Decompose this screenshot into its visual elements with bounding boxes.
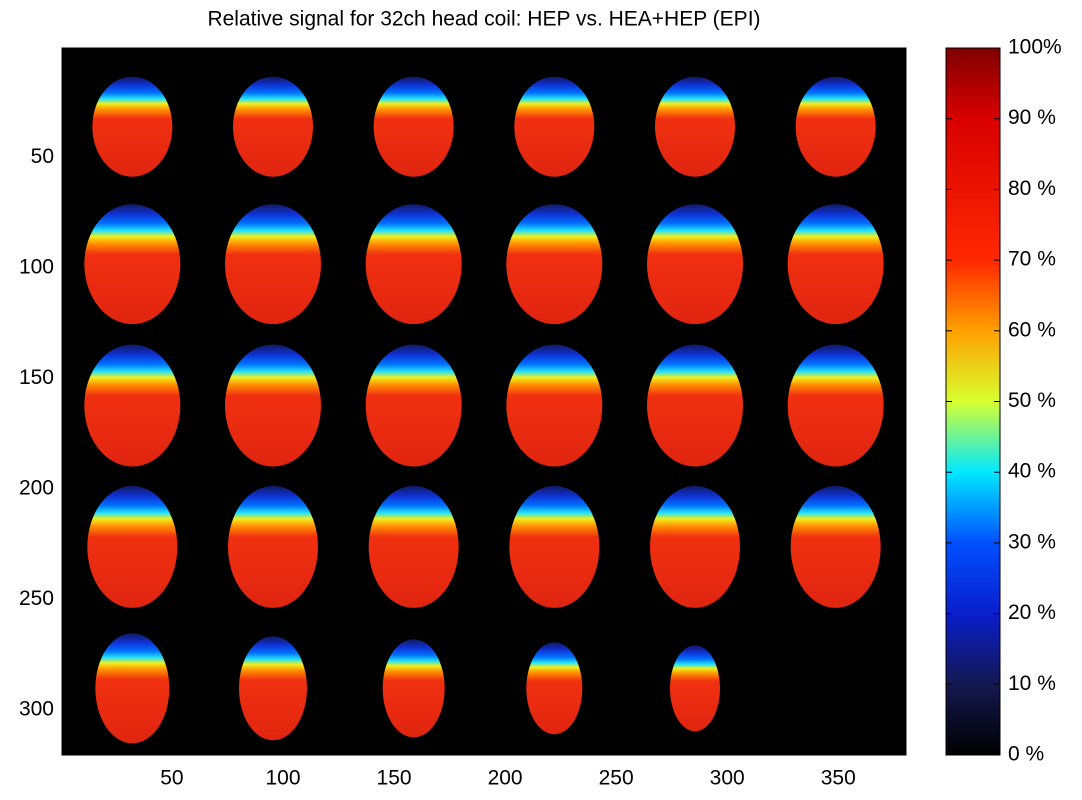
brain-slice bbox=[373, 76, 454, 177]
colorbar-tick-label: 100% bbox=[1008, 36, 1062, 59]
brain-slice bbox=[795, 76, 876, 177]
x-tick-label: 150 bbox=[377, 767, 412, 790]
brain-slice bbox=[368, 485, 459, 608]
brain-slice bbox=[647, 344, 743, 467]
brain-slice bbox=[787, 344, 884, 467]
brain-slice bbox=[84, 204, 181, 325]
slice-mosaic bbox=[84, 76, 884, 744]
colorbar-tick-label: 10 % bbox=[1008, 672, 1056, 695]
brain-slice bbox=[514, 76, 595, 177]
colorbar-tick-label: 30 % bbox=[1008, 530, 1056, 553]
y-tick-label: 150 bbox=[19, 366, 54, 389]
brain-slice bbox=[92, 76, 173, 177]
y-tick-label: 200 bbox=[19, 476, 54, 499]
y-tick-label: 100 bbox=[19, 255, 54, 278]
brain-slice bbox=[509, 485, 600, 608]
brain-slice bbox=[506, 344, 603, 467]
brain-slice bbox=[87, 485, 178, 608]
brain-slice bbox=[365, 344, 462, 467]
brain-slice bbox=[790, 485, 881, 608]
x-tick-label: 250 bbox=[599, 767, 634, 790]
colorbar-tick-label: 80 % bbox=[1008, 177, 1056, 200]
y-tick-label: 250 bbox=[19, 587, 54, 610]
brain-slice bbox=[647, 204, 743, 325]
colorbar-tick-label: 40 % bbox=[1008, 460, 1056, 483]
colorbar bbox=[945, 47, 1001, 756]
colorbar-tick-label: 50 % bbox=[1008, 389, 1056, 412]
brain-slice bbox=[84, 344, 181, 467]
colorbar-tick-label: 70 % bbox=[1008, 248, 1056, 271]
brain-slice bbox=[228, 485, 318, 608]
axes-frame bbox=[61, 47, 907, 756]
x-tick-label: 50 bbox=[160, 767, 183, 790]
brain-slice bbox=[787, 204, 884, 325]
colorbar-tick-label: 60 % bbox=[1008, 318, 1056, 341]
brain-slice bbox=[650, 485, 740, 608]
chart-title: Relative signal for 32ch head coil: HEP … bbox=[207, 8, 760, 31]
image-area bbox=[62, 48, 906, 755]
brain-slice bbox=[233, 76, 313, 177]
colorbar-tick-label: 90 % bbox=[1008, 106, 1056, 129]
x-tick-label: 200 bbox=[488, 767, 523, 790]
y-tick-label: 300 bbox=[19, 697, 54, 720]
colorbar-tick-label: 0 % bbox=[1008, 743, 1044, 766]
brain-slice bbox=[365, 204, 462, 325]
x-tick-label: 300 bbox=[710, 767, 745, 790]
x-tick-label: 350 bbox=[821, 767, 856, 790]
brain-slice bbox=[225, 204, 321, 325]
brain-slice bbox=[526, 642, 583, 735]
x-tick-label: 100 bbox=[265, 767, 300, 790]
brain-slice bbox=[95, 633, 170, 744]
brain-slice bbox=[670, 645, 720, 732]
brain-slice bbox=[239, 636, 307, 741]
brain-slice bbox=[225, 344, 321, 467]
brain-slice bbox=[382, 639, 445, 738]
brain-slice bbox=[506, 204, 603, 325]
colorbar-tick-label: 20 % bbox=[1008, 601, 1056, 624]
brain-slice bbox=[655, 76, 735, 177]
y-tick-label: 50 bbox=[31, 145, 54, 168]
